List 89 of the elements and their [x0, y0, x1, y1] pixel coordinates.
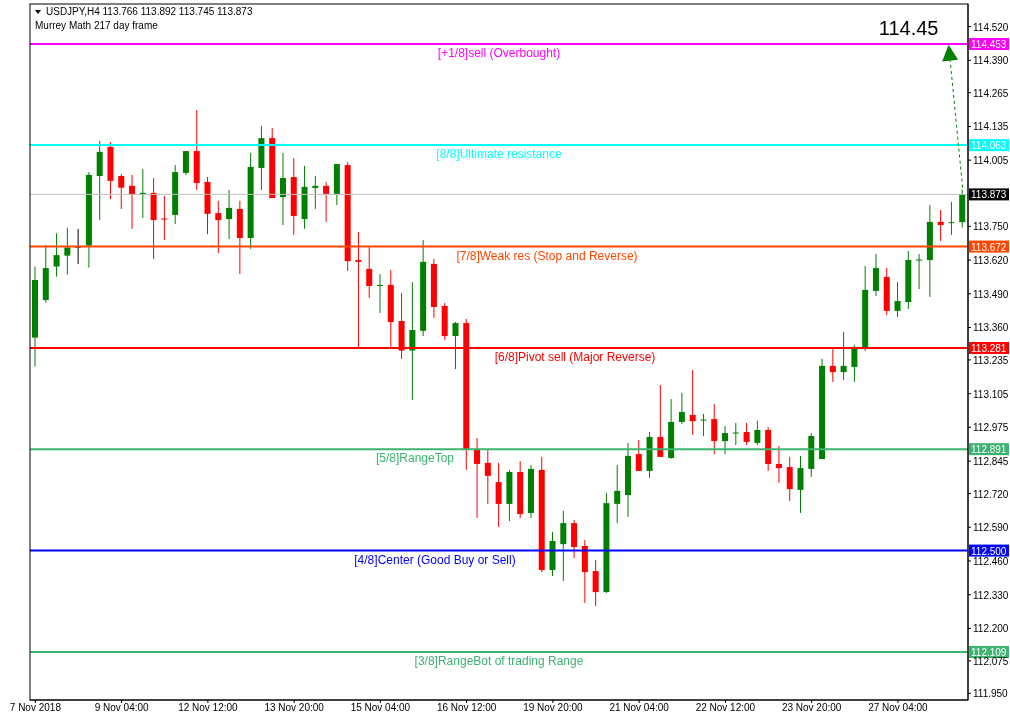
y-tick-label: 112.720: [973, 488, 1009, 500]
candlestick: [560, 510, 567, 582]
candlestick: [118, 173, 125, 210]
candlestick: [182, 150, 189, 176]
ref-line-label: [4/8]Center (Good Buy or Sell): [354, 552, 516, 567]
y-tick-label: 114.135: [973, 121, 1009, 133]
candlestick: [377, 273, 384, 314]
candlestick: [215, 200, 222, 254]
candlestick: [53, 232, 60, 278]
x-tick-label: 13 Nov 20:00: [264, 702, 325, 714]
y-tick-label: 114.005: [973, 155, 1009, 167]
annotation: 114.45: [878, 16, 939, 39]
y-tick-label: 113.620: [973, 255, 1009, 267]
candlestick: [614, 464, 621, 524]
candlestick: [474, 437, 481, 519]
x-tick-label: 9 Nov 04:00: [94, 702, 150, 714]
x-tick-label: 19 Nov 20:00: [523, 702, 584, 714]
candlestick: [722, 425, 729, 455]
y-tick-label: 111.950: [973, 688, 1009, 700]
candlestick: [226, 189, 233, 240]
candlestick: [312, 175, 319, 210]
candlestick: [872, 253, 879, 297]
ref-line-label: [8/8]Ultimate resistance: [436, 147, 563, 162]
y-tick-label: 113.750: [973, 221, 1009, 233]
x-tick-label: 12 Nov 12:00: [178, 702, 239, 714]
x-tick-label: 15 Nov 04:00: [350, 702, 411, 714]
candlestick: [279, 152, 286, 226]
candlestick: [732, 422, 739, 446]
ref-line-label: [+1/8]sell (Overbought): [437, 45, 561, 60]
y-tick-label: 113.105: [973, 388, 1009, 400]
y-tick-label: 114.453: [971, 38, 1007, 50]
y-tick-label: 113.235: [973, 354, 1009, 366]
x-tick-label: 23 Nov 20:00: [781, 702, 842, 714]
candlestick: [851, 344, 858, 383]
y-tick-label: 113.360: [973, 322, 1009, 334]
y-tick-label: 113.672: [971, 241, 1007, 253]
candlestick: [635, 439, 642, 472]
y-tick-label: 112.330: [973, 589, 1009, 601]
candlestick: [452, 321, 459, 370]
x-tick-label: 27 Nov 04:00: [868, 702, 929, 714]
y-tick-label: 112.891: [971, 444, 1007, 456]
y-tick-label: 112.845: [973, 456, 1009, 468]
candlestick: [657, 384, 664, 458]
candlestick: [840, 331, 847, 381]
y-tick-label: 112.460: [973, 555, 1009, 567]
ref-line-label: [3/8]RangeBot of trading Range: [414, 654, 584, 669]
candlestick: [700, 413, 707, 437]
y-tick-label: 113.281: [971, 342, 1007, 354]
candlestick: [937, 209, 944, 242]
y-tick-label: 114.063: [971, 140, 1007, 152]
candlestick: [894, 281, 901, 318]
y-tick-label: 112.500: [971, 545, 1007, 557]
candlestick: [711, 403, 718, 455]
candlestick: [916, 253, 923, 290]
y-tick-label: 114.265: [973, 87, 1009, 99]
y-tick-label: 112.975: [973, 422, 1009, 434]
candlestick: [409, 281, 416, 401]
candlestick: [948, 201, 955, 236]
candlestick: [161, 195, 168, 241]
text: Murrey Math 217 day frame: [35, 20, 159, 31]
candlestick: [484, 449, 491, 505]
y-tick-label: 112.590: [973, 522, 1009, 534]
candlestick: [786, 456, 793, 502]
candlestick: [797, 455, 804, 514]
y-tick-label: 113.873: [971, 189, 1007, 201]
candlestick: [592, 559, 599, 607]
candlestick: [775, 445, 782, 484]
y-tick-label: 114.520: [973, 21, 1009, 33]
y-tick-label: 114.390: [973, 55, 1009, 67]
candlestick: [678, 392, 685, 425]
candlestick: [754, 420, 761, 446]
y-tick-label: 112.200: [973, 623, 1009, 635]
y-tick-label: 113.490: [973, 288, 1009, 300]
candlestick: [64, 227, 71, 276]
ref-line-label: [5/8]RangeTop: [375, 451, 455, 466]
ref-line-label: [6/8]Pivot sell (Major Reverse): [494, 349, 656, 364]
ref-line-label: [7/8]Weak res (Stop and Reverse): [456, 248, 638, 263]
chart-title: USDJPY,H4 113.766 113.892 113.745 113.873: [46, 6, 253, 17]
candlestick: [571, 519, 578, 559]
x-tick-label: 16 Nov 12:00: [436, 702, 497, 714]
y-tick-label: 112.109: [971, 647, 1007, 659]
candlestick: [323, 181, 330, 223]
candlestick: [495, 462, 502, 528]
x-tick-label: 22 Nov 12:00: [695, 702, 756, 714]
candlestick: [743, 422, 750, 446]
x-tick-label: 21 Nov 04:00: [609, 702, 670, 714]
candlestick: [689, 369, 696, 436]
x-tick-label: 7 Nov 2018: [9, 702, 62, 714]
candlestick: [366, 246, 373, 299]
